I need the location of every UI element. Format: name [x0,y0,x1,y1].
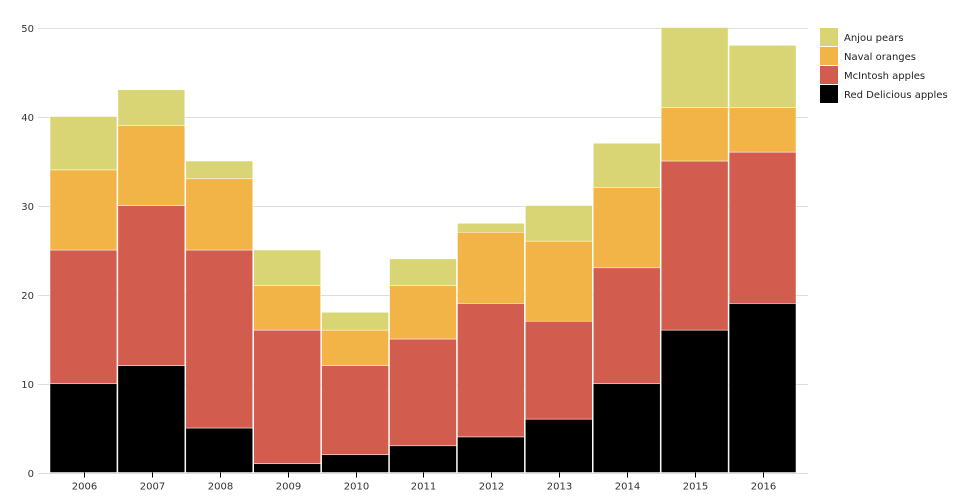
bar-segment [185,178,253,251]
bar-segment [525,418,593,473]
bar-segment [117,365,186,473]
bar-segment [728,107,797,153]
legend: Anjou pears Naval oranges McIntosh apples R… [820,28,948,103]
bars [49,27,797,473]
bar-segment [117,205,186,366]
y-tick-label: 0 [28,469,34,480]
bar-segment [593,187,661,269]
bar-segment [321,365,389,455]
bar-segment [185,427,253,473]
legend-item[interactable]: Naval oranges [820,47,916,65]
bar-segment [525,205,593,242]
legend-label: McIntosh apples [844,71,925,82]
bar-segment [593,267,661,384]
bar-segment [728,45,797,108]
legend-label: Naval oranges [844,52,916,63]
x-tick-label: 2006 [72,482,97,493]
bar-segment [593,142,661,188]
bar-segment [49,249,118,384]
legend-item[interactable]: McIntosh apples [820,66,925,84]
y-tick-label: 30 [21,202,34,213]
bar-segment [389,258,457,286]
bar-stack-2009 [253,249,321,473]
x-tick-label: 2016 [751,482,776,493]
bar-segment [389,285,457,340]
y-tick-label: 40 [21,113,34,124]
bar-segment [728,151,797,304]
bar-segment [253,285,321,331]
x-tick-label: 2008 [208,482,233,493]
bar-segment [389,445,457,473]
x-tick-label: 2011 [411,482,436,493]
legend-swatch [820,66,838,84]
legend-item[interactable]: Anjou pears [820,28,904,46]
bar-segment [185,160,253,180]
bar-segment [49,116,118,171]
bar-segment [457,231,525,304]
bar-segment [253,249,321,286]
x-tick-label: 2007 [140,482,165,493]
bar-stack-2014 [593,142,661,473]
bar-stack-2015 [660,27,729,473]
x-tick-label: 2014 [615,482,640,493]
x-axis: 2006 2007 2008 2009 2010 2011 2012 2013 2014 2015… [72,472,776,493]
bar-segment [253,329,321,464]
bar-segment [253,463,321,473]
bar-stack-2016 [728,45,797,473]
y-axis: 0 10 20 30 40 50 [21,24,34,480]
y-tick-label: 50 [21,24,34,35]
bar-stack-2010 [321,312,389,473]
bar-segment [660,160,729,331]
bar-stack-2008 [185,160,253,473]
bar-segment [321,329,389,366]
bar-segment [457,223,525,233]
bar-segment [660,329,729,473]
bar-stack-2006 [49,116,118,473]
bar-segment [321,312,389,331]
bar-stack-2011 [389,258,457,473]
bar-segment [525,320,593,420]
bar-segment [117,89,186,126]
legend-item[interactable]: Red Delicious apples [820,85,948,103]
legend-swatch [820,28,838,46]
bar-segment [660,107,729,162]
x-tick-label: 2015 [683,482,708,493]
bar-segment [593,383,661,473]
bar-segment [457,303,525,438]
x-tick-label: 2009 [276,482,301,493]
bar-segment [49,169,118,251]
bar-segment [185,249,253,429]
legend-label: Red Delicious apples [844,90,948,101]
bar-segment [389,338,457,447]
y-tick-label: 10 [21,380,34,391]
bar-segment [117,125,186,206]
bar-stack-2007 [117,89,186,473]
bar-segment [525,240,593,322]
bar-segment [457,436,525,473]
bar-segment [321,454,389,473]
x-tick-label: 2012 [479,482,504,493]
bar-stack-2013 [525,205,593,473]
bar-stack-2012 [457,223,525,473]
legend-swatch [820,47,838,65]
x-tick-label: 2013 [547,482,572,493]
y-tick-label: 20 [21,291,34,302]
bar-segment [49,383,118,473]
bar-segment [728,303,797,473]
legend-label: Anjou pears [844,33,904,44]
bar-segment [660,27,729,108]
legend-swatch [820,85,838,103]
x-tick-label: 2010 [344,482,369,493]
